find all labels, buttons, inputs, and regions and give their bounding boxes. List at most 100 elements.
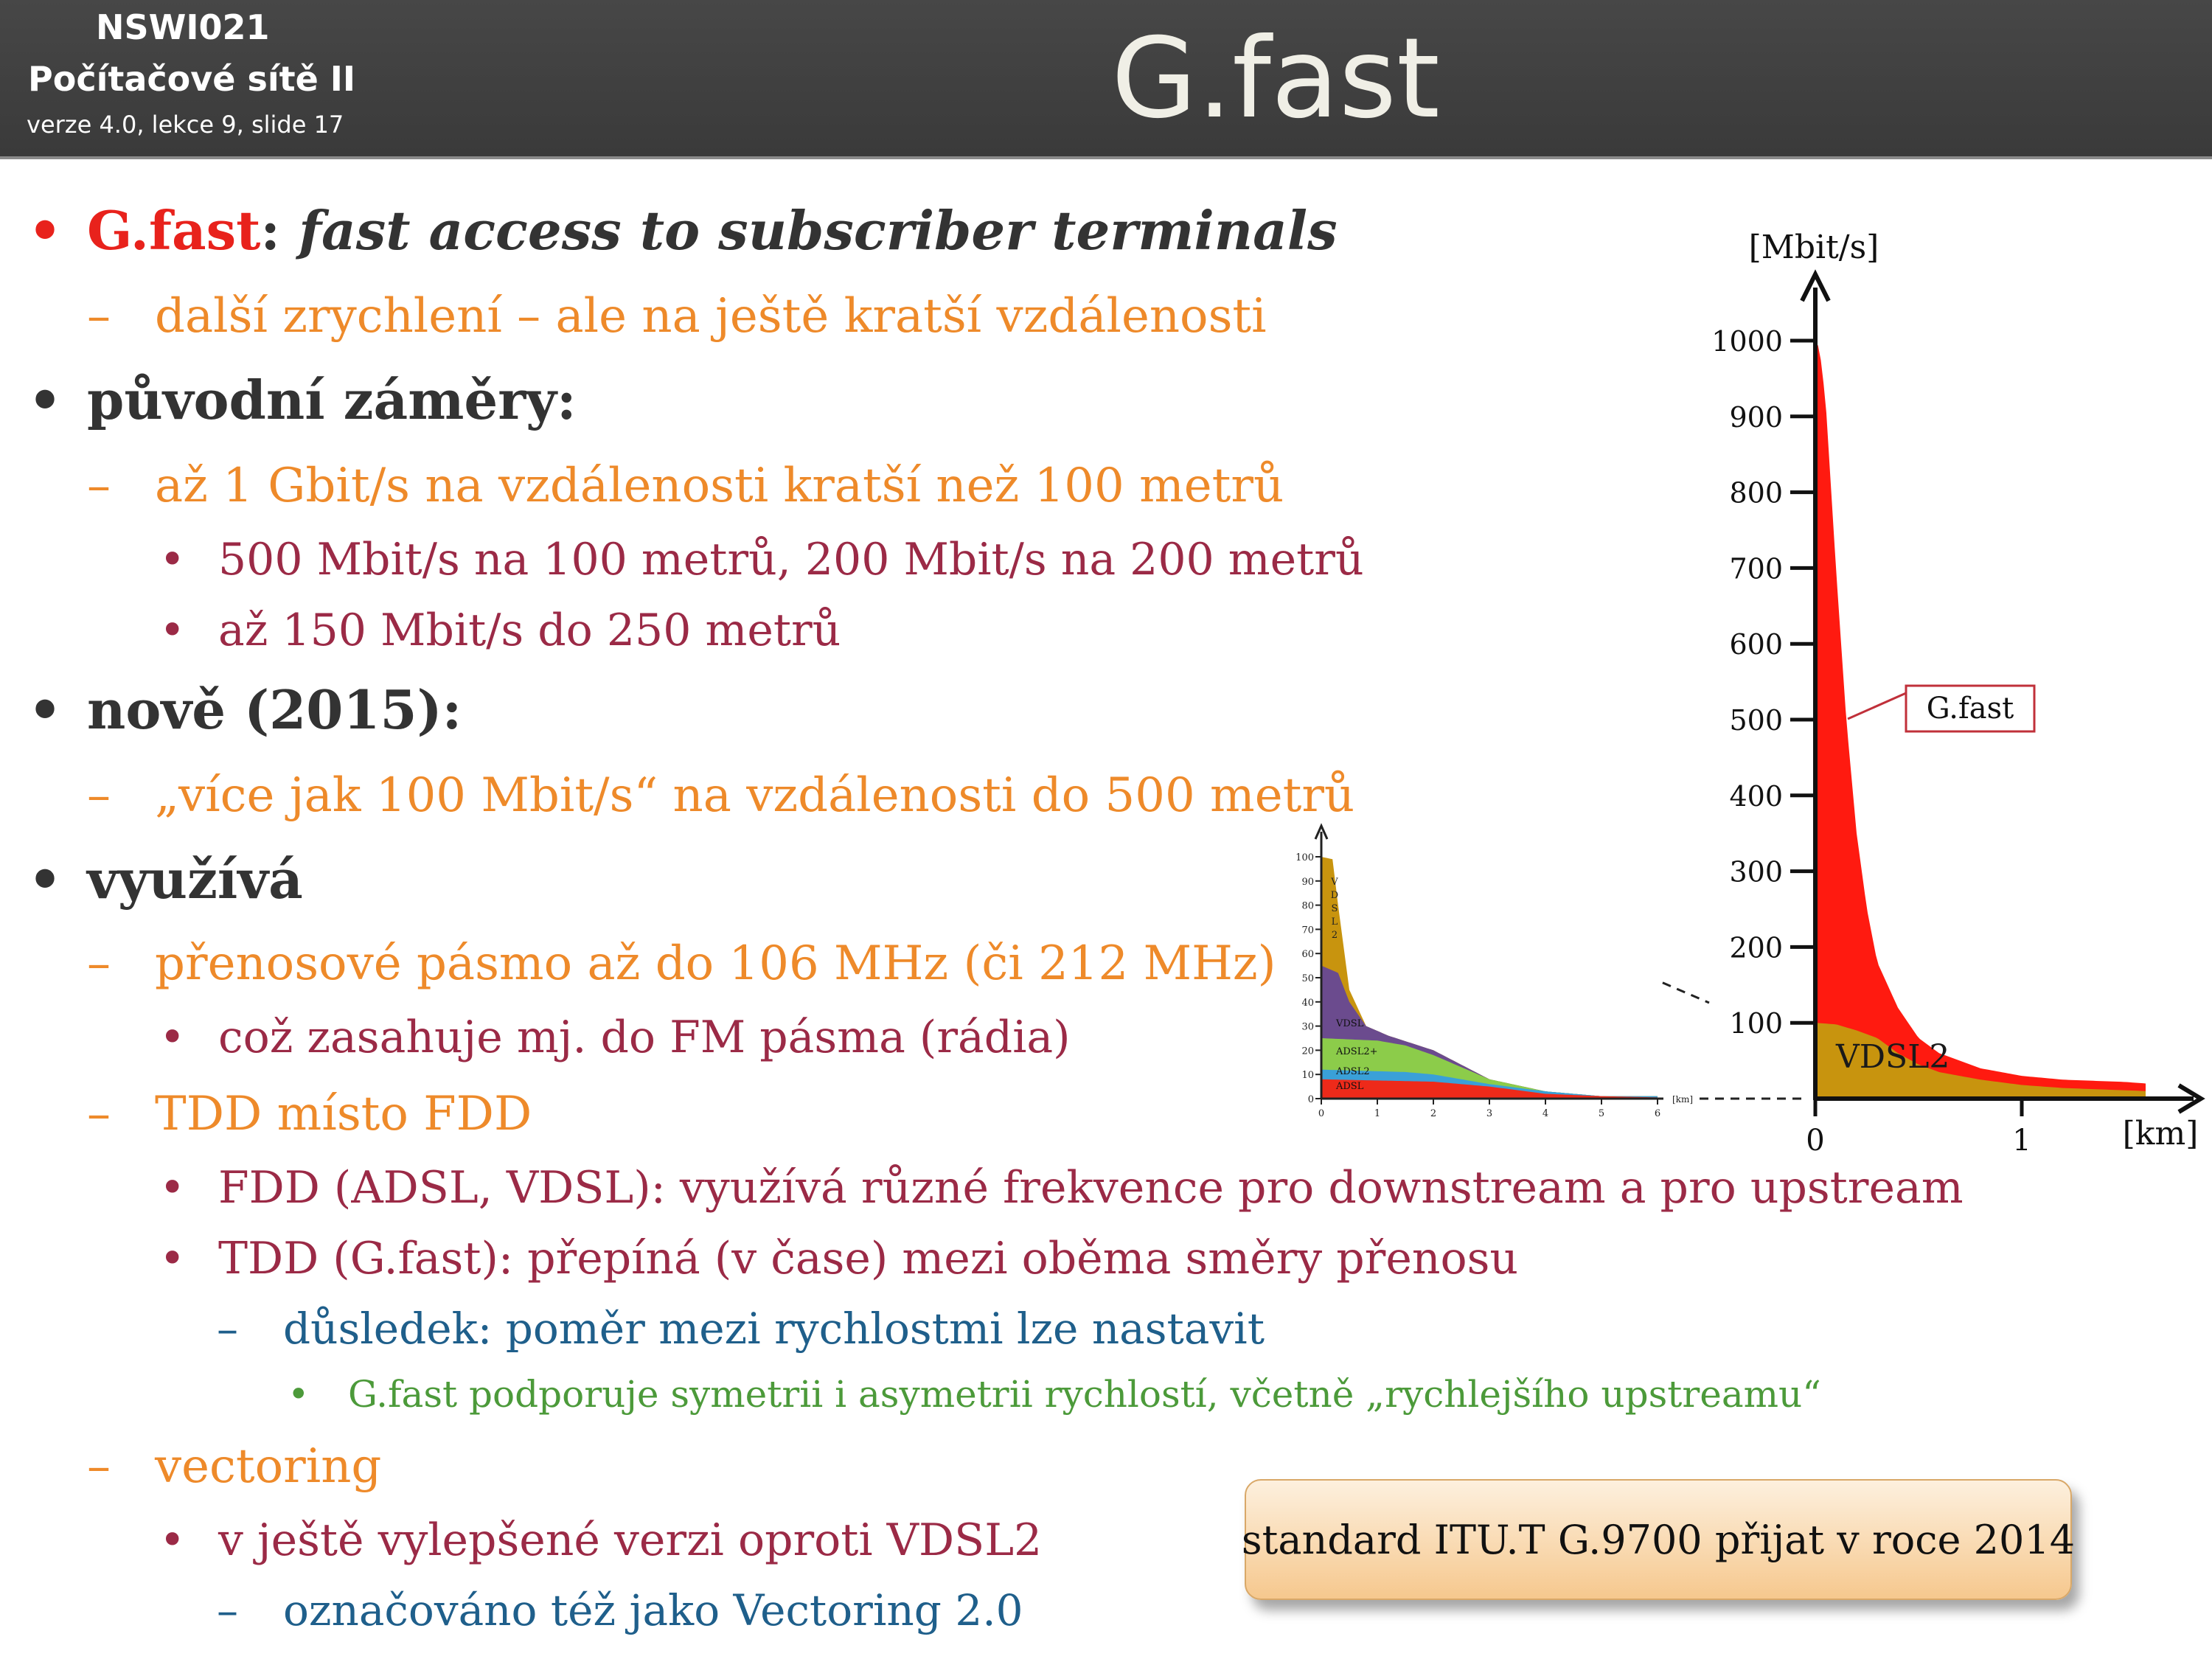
sub-sub-bullet-text: 500 Mbit/s na 100 metrů, 200 Mbit/s na 2…	[218, 534, 1364, 585]
sub-sub-bullet-text: v ještě vylepšené verzi oproti VDSL2	[218, 1514, 1043, 1566]
series-area-gfast	[1815, 341, 2146, 1099]
bullet-dash: –	[87, 1439, 111, 1494]
y-tick-label: 500	[1729, 704, 1783, 737]
bullet-dash: –	[87, 768, 111, 823]
y-tick-label: 600	[1729, 628, 1783, 661]
sub-bullet: – další zrychlení – ale na ještě kratší …	[87, 289, 1267, 344]
y-tick-label: 30	[1301, 1022, 1314, 1033]
sub-sub-bullet: • v ještě vylepšené verzi oproti VDSL2	[159, 1514, 1043, 1566]
sub-sub-bullet-text: až 150 Mbit/s do 250 metrů	[218, 605, 841, 656]
vertical-label-char: 2	[1332, 930, 1338, 941]
course-code: NSWI021	[96, 7, 270, 47]
bullet-dot: •	[159, 1012, 186, 1063]
series-label-vdsl2: VDSL2	[1835, 1038, 1950, 1076]
bullet-dot: •	[159, 605, 186, 656]
x-tick-label: 3	[1486, 1108, 1492, 1119]
bullet-dot: •	[28, 848, 63, 911]
bullet-dash: –	[217, 1304, 238, 1354]
gfast-term: G.fast	[87, 199, 261, 262]
y-tick-label: 800	[1729, 477, 1783, 509]
level4-bullet-text: označováno též jako Vectoring 2.0	[283, 1585, 1023, 1635]
y-tick-label: 300	[1729, 856, 1783, 888]
y-tick-label: 60	[1301, 949, 1314, 960]
bullet-dot: •	[159, 1162, 186, 1214]
bullet-dot: •	[28, 199, 63, 262]
x-axis-label: [km]	[2123, 1115, 2199, 1152]
level5-bullet: • G.fast podporuje symetrii i asymetrii …	[288, 1373, 1821, 1416]
sub-sub-bullet-text: což zasahuje mj. do FM pásma (rádia)	[218, 1012, 1071, 1063]
bullet-dot: •	[288, 1373, 310, 1416]
bullet-uses: • využívá	[28, 848, 303, 911]
y-tick-label: 40	[1301, 998, 1314, 1009]
bullet-text: nově (2015):	[87, 678, 462, 741]
y-tick-label: 200	[1729, 931, 1783, 964]
slide-header: NSWI021 Počítačové sítě II verze 4.0, le…	[0, 0, 2212, 159]
x-tick-label: 0	[1318, 1108, 1324, 1119]
x-tick-label: 4	[1543, 1108, 1548, 1119]
bullet-dash: –	[87, 459, 111, 513]
y-axis-label: [Mbit/s]	[1749, 229, 1879, 266]
sub-bullet: – „více jak 100 Mbit/s“ na vzdálenosti d…	[87, 768, 1355, 823]
y-tick-label: 400	[1729, 780, 1783, 813]
gfast-label-leader	[1847, 692, 1907, 720]
sub-sub-bullet: • TDD (G.fast): přepíná (v čase) mezi ob…	[159, 1233, 1519, 1284]
y-tick-label: 100	[1729, 1007, 1783, 1040]
sub-sub-bullet-text: FDD (ADSL, VDSL): využívá různé frekvenc…	[218, 1162, 1964, 1214]
vertical-label-char: L	[1332, 917, 1338, 928]
sub-bullet-text: „více jak 100 Mbit/s“ na vzdálenosti do …	[155, 768, 1355, 823]
y-tick-label: 900	[1729, 401, 1783, 434]
y-axis-arrow	[1314, 823, 1329, 840]
sub-bullet: – TDD místo FDD	[87, 1087, 532, 1141]
slide-title: G.fast	[1111, 15, 1440, 143]
bullet-dot: •	[159, 534, 186, 585]
level4-bullet-text: důsledek: poměr mezi rychlostmi lze nast…	[283, 1304, 1265, 1354]
sub-bullet: – vectoring	[87, 1439, 382, 1494]
bullet-new-2015: • nově (2015):	[28, 678, 462, 741]
y-tick-label: 1000	[1711, 325, 1783, 358]
sub-bullet-text: přenosové pásmo až do 106 MHz (či 212 MH…	[155, 936, 1276, 991]
series-area-adsl	[1321, 1079, 1658, 1099]
gfast-expansion: fast access to subscriber terminals	[299, 199, 1338, 262]
y-tick-label: 700	[1729, 552, 1783, 585]
series-label: ADSL2	[1335, 1066, 1370, 1077]
bullet-original-goals: • původní záměry:	[28, 369, 577, 431]
gfast-label-box	[1905, 684, 2036, 733]
series-label: VDSL	[1335, 1018, 1364, 1029]
level4-bullet: – označováno též jako Vectoring 2.0	[217, 1585, 1023, 1635]
y-tick-label: 70	[1301, 925, 1314, 936]
standard-callout: standard ITU.T G.9700 přijat v roce 2014	[1242, 1479, 2075, 1600]
x-tick-label: 1	[1374, 1108, 1380, 1119]
sub-bullet-text: vectoring	[155, 1439, 382, 1494]
bullet-dash: –	[87, 1087, 111, 1141]
bullet-text: využívá	[87, 848, 303, 911]
y-axis-arrow	[1800, 269, 1831, 302]
sub-bullet-text: další zrychlení – ale na ještě kratší vz…	[155, 289, 1267, 344]
series-label-gfast: G.fast	[1927, 692, 2014, 726]
x-tick-label: 1	[2012, 1124, 2031, 1158]
sub-sub-bullet: • 500 Mbit/s na 100 metrů, 200 Mbit/s na…	[159, 534, 1364, 585]
y-tick-label: 100	[1295, 852, 1314, 863]
y-tick-label: 90	[1301, 877, 1314, 888]
series-area-vdsl2	[1815, 1023, 2146, 1099]
x-axis-arrow	[2177, 1083, 2205, 1114]
bullet-dot: •	[159, 1233, 186, 1284]
colon: :	[260, 199, 280, 262]
vertical-label-char: S	[1332, 903, 1338, 914]
series-label: ADSL	[1335, 1081, 1364, 1092]
sub-sub-bullet: • FDD (ADSL, VDSL): využívá různé frekve…	[159, 1162, 1964, 1214]
x-tick-label: 0	[1806, 1124, 1824, 1158]
x-axis-label: [km]	[1672, 1094, 1693, 1105]
sub-sub-bullet-text: TDD (G.fast): přepíná (v čase) mezi oběm…	[218, 1233, 1519, 1284]
series-label: ADSL2+	[1335, 1046, 1378, 1057]
sub-sub-bullet: • až 150 Mbit/s do 250 metrů	[159, 605, 841, 656]
sub-bullet: – přenosové pásmo až do 106 MHz (či 212 …	[87, 936, 1276, 991]
bullet-dot: •	[28, 678, 63, 741]
vertical-label-char: D	[1331, 890, 1338, 901]
bullet-gfast: • G.fast: fast access to subscriber term…	[28, 199, 1338, 262]
vertical-label-char: V	[1330, 877, 1338, 888]
y-tick-label: 10	[1301, 1070, 1314, 1081]
bullet-dash: –	[217, 1585, 238, 1635]
bullet-dash: –	[87, 936, 111, 991]
sub-bullet-text: TDD místo FDD	[155, 1087, 532, 1141]
